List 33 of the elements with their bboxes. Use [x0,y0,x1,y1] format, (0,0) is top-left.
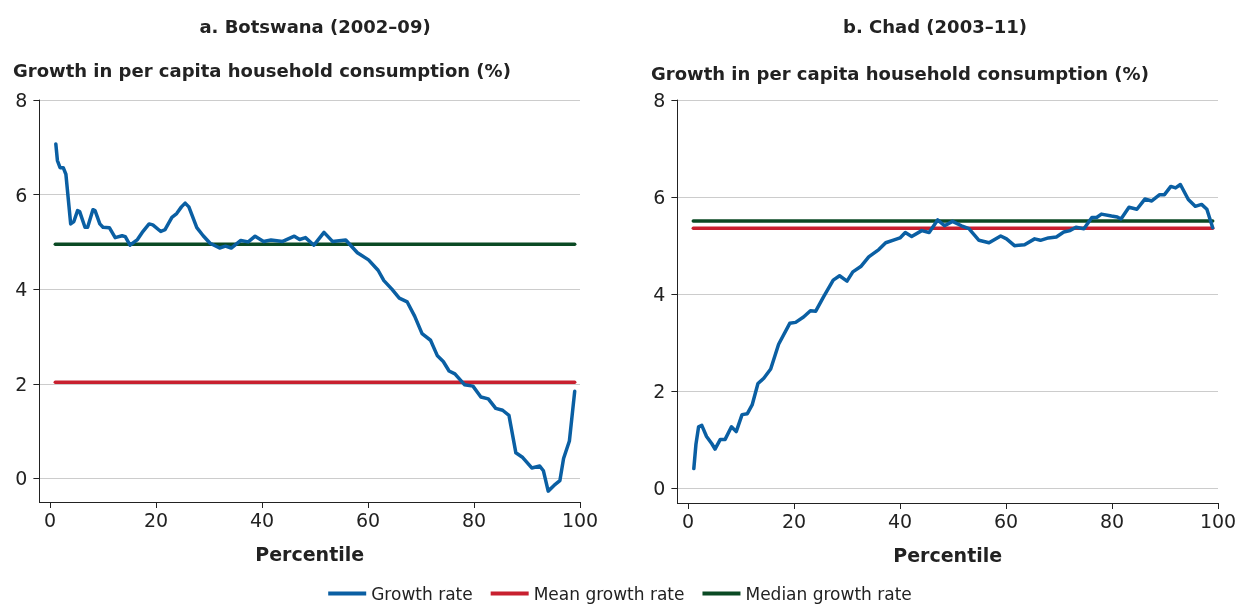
y-tick-label: 0 [15,467,28,490]
chart-title: b. Chad (2003–11) [843,15,1027,37]
x-tick-label: 0 [681,509,695,532]
y-tick-label: 8 [15,89,28,111]
y-tick-label: 4 [653,283,666,306]
x-tick-label: 80 [1099,509,1125,532]
x-tick-label: 80 [461,508,487,531]
x-axis-title: Percentile [255,542,365,565]
legend-label: Mean growth rate [533,583,685,604]
x-tick-label: 40 [887,509,913,532]
line-series [54,142,577,493]
x-tick-label: 100 [561,508,599,531]
line-series [692,182,1215,471]
y-tick-label: 2 [15,372,28,395]
x-tick-label: 40 [249,508,275,531]
x-tick-label: 20 [143,508,169,531]
x-axis-title: Percentile [893,543,1003,566]
x-tick-label: 100 [1199,509,1237,532]
y-tick-label: 6 [653,186,666,209]
legend-label: Growth rate [371,583,473,604]
y-tick-label: 2 [653,380,666,403]
y-axis-title: Growth in per capita household consumption (%) [13,59,511,81]
chart-title: a. Botswana (2002–09) [199,15,431,37]
legend-label: Median growth rate [745,583,912,604]
y-axis-title: Growth in per capita household consumption (%) [651,62,1149,84]
x-tick-label: 60 [355,508,381,531]
y-tick-label: 0 [653,477,666,500]
y-tick-label: 8 [653,89,666,111]
x-tick-label: 20 [781,509,807,532]
y-tick-label: 6 [15,183,28,206]
x-tick-label: 60 [993,509,1019,532]
y-tick-label: 4 [15,278,28,301]
x-tick-label: 0 [43,508,57,531]
